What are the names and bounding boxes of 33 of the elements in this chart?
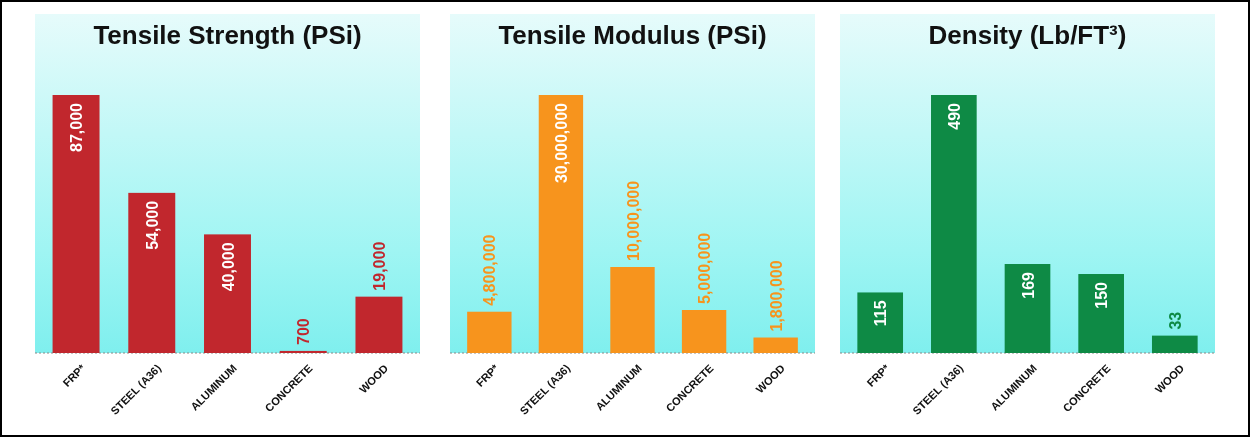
bar [204, 234, 251, 353]
bar [1078, 274, 1124, 353]
data-label: 115 [872, 300, 890, 327]
bar [467, 311, 512, 353]
bar [279, 350, 327, 353]
data-label: 30,000,000 [552, 102, 570, 184]
chart-title: Density (Lb/FT³) [928, 20, 1127, 50]
data-label: 4,800,000 [481, 234, 499, 306]
data-label: 1,800,000 [767, 260, 785, 332]
data-label: 40,000 [219, 242, 237, 292]
bar [1004, 264, 1051, 353]
data-label: 169 [1019, 271, 1037, 299]
data-label: 5,000,000 [696, 232, 714, 304]
data-label: 150 [1093, 281, 1111, 309]
chart-title: Tensile Modulus (PSi) [498, 20, 767, 50]
bar [931, 95, 977, 353]
data-label: 33 [1166, 311, 1184, 330]
bar [538, 95, 584, 353]
bar [1151, 335, 1198, 353]
bar [681, 310, 727, 353]
chart-title: Tensile Strength (PSi) [93, 20, 362, 50]
bar [753, 337, 798, 353]
bar [355, 296, 403, 353]
data-label: 19,000 [370, 241, 388, 291]
data-label: 700 [295, 318, 313, 345]
bar [610, 267, 655, 353]
data-label: 490 [945, 102, 963, 130]
bar [857, 292, 904, 353]
data-label: 10,000,000 [624, 180, 642, 261]
bar [128, 192, 176, 353]
bar [52, 95, 100, 353]
data-label: 54,000 [143, 200, 161, 250]
data-label: 87,000 [68, 102, 86, 152]
